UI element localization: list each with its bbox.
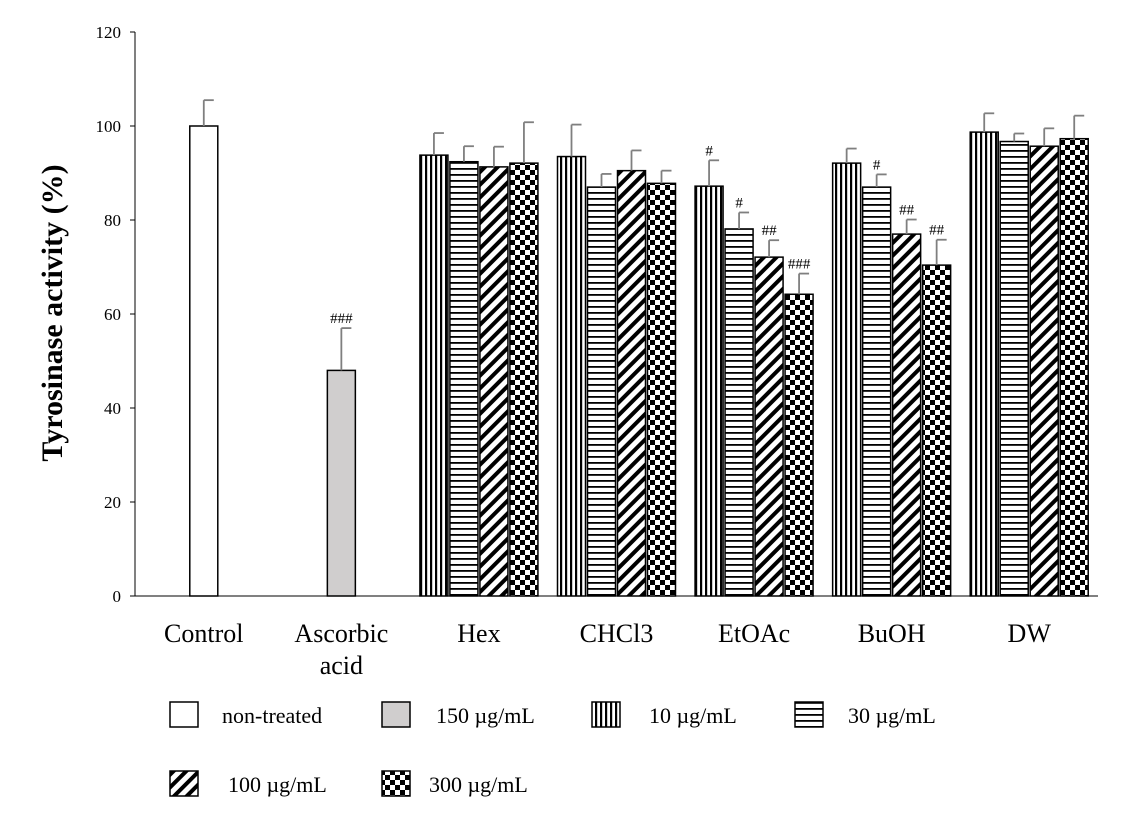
- legend-label: non-treated: [222, 703, 322, 728]
- significance-label: ##: [762, 223, 778, 239]
- bar: [556, 155, 587, 597]
- category-label: Control: [164, 619, 243, 648]
- significance-labels: ###############: [330, 143, 945, 327]
- legend: non-treated 150 µg/mL 10 µg/mL 30 µg/mL 100 …: [169, 701, 936, 797]
- legend-swatch: [169, 701, 199, 728]
- y-tick-label: 100: [96, 117, 122, 136]
- bar: [1059, 137, 1089, 597]
- y-tick-label: 80: [104, 211, 121, 230]
- bar: [831, 162, 862, 597]
- bar: [646, 182, 677, 597]
- category-label: EtOAc: [718, 619, 790, 648]
- y-axis-ticks: 0 20 40 60 80 100 120: [96, 23, 135, 606]
- y-tick-label: 60: [104, 305, 121, 324]
- bars: [189, 125, 1089, 597]
- bar: [509, 162, 539, 597]
- significance-label: ###: [330, 311, 353, 327]
- category-label: DW: [1008, 619, 1052, 648]
- category-label: acid: [320, 651, 363, 680]
- legend-label: 30 µg/mL: [848, 703, 936, 728]
- bar: [694, 185, 724, 597]
- significance-label: ##: [929, 223, 945, 239]
- bar: [969, 131, 999, 597]
- significance-label: #: [735, 195, 743, 211]
- y-tick-label: 120: [96, 23, 122, 42]
- bar: [326, 369, 357, 597]
- y-tick-label: 0: [113, 587, 122, 606]
- significance-label: #: [873, 157, 881, 173]
- bar: [891, 233, 922, 597]
- category-label: Hex: [457, 619, 500, 648]
- bar: [616, 169, 647, 597]
- significance-label: #: [705, 143, 713, 159]
- bar: [1029, 145, 1059, 597]
- bar: [921, 264, 952, 597]
- category-label: BuOH: [858, 619, 926, 648]
- y-tick-label: 20: [104, 493, 121, 512]
- y-axis-label: Tyrosinase activity (%): [36, 164, 69, 461]
- category-label: Ascorbic: [294, 619, 388, 648]
- bar: [754, 256, 784, 597]
- bar: [419, 154, 449, 597]
- bar: [189, 125, 219, 597]
- legend-label: 300 µg/mL: [429, 772, 528, 797]
- bar: [449, 160, 479, 597]
- legend-swatch: [169, 770, 199, 797]
- bar: [724, 228, 754, 597]
- bar: [479, 166, 509, 597]
- legend-swatch: [794, 701, 824, 728]
- legend-swatch: [591, 701, 621, 728]
- y-axis-label-group: Tyrosinase activity (%): [36, 164, 69, 461]
- bar: [784, 293, 814, 597]
- axes: [134, 32, 1098, 597]
- legend-label: 100 µg/mL: [228, 772, 327, 797]
- bar: [586, 186, 617, 597]
- y-tick-label: 40: [104, 399, 121, 418]
- legend-label: 150 µg/mL: [436, 703, 535, 728]
- bar: [999, 140, 1029, 597]
- error-bars: [202, 99, 1085, 371]
- bar: [861, 186, 892, 597]
- category-labels: Control Ascorbic acid Hex CHCl3 EtOAc BuOH DW: [164, 619, 1051, 680]
- legend-label: 10 µg/mL: [649, 703, 737, 728]
- significance-label: ###: [788, 257, 811, 273]
- legend-swatch: [381, 701, 411, 728]
- category-label: CHCl3: [580, 619, 654, 648]
- significance-label: ##: [899, 203, 915, 219]
- legend-swatch: [381, 770, 411, 797]
